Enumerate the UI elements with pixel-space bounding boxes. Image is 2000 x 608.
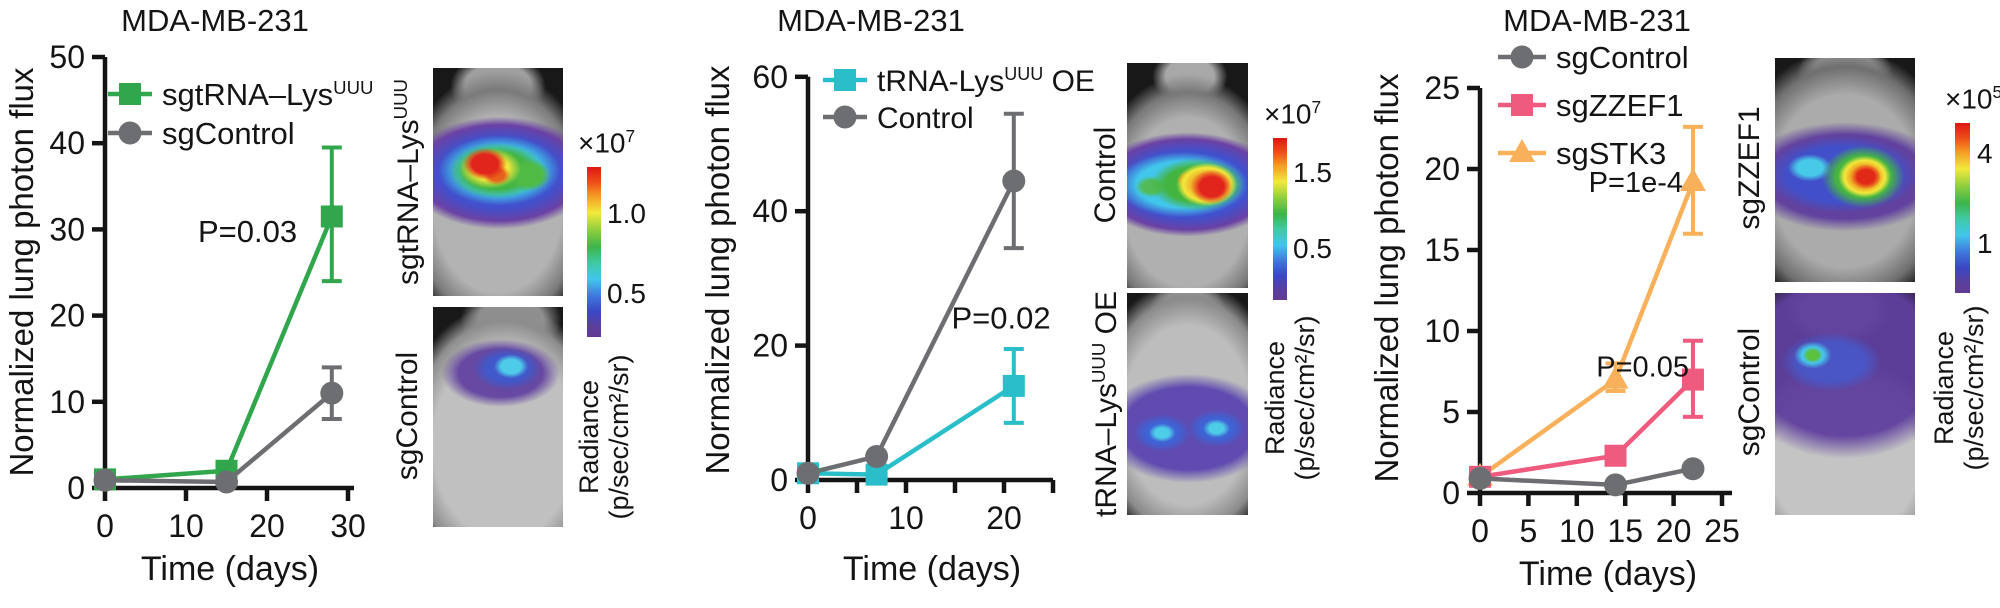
panel-sgzzef1-sgstk3: 0 5 10 15 20 25 0 5 10 15 20 25 sgControl sgZZEF1 sgST… — [1360, 0, 2000, 608]
svg-text:20: 20 — [752, 328, 788, 364]
y-axis-label: Normalized lung photon flux — [1368, 73, 1405, 483]
colorbar-exponent: ×105 — [1945, 82, 2000, 115]
panel-sgtrna-lys-knockout: 0 10 20 30 40 50 0 10 20 30 sgtRNA–LysUUU sgControl… — [0, 0, 646, 608]
chart-title: MDA-MB-231 — [777, 3, 965, 38]
chart-title: MDA-MB-231 — [121, 3, 309, 38]
svg-text:20: 20 — [986, 500, 1022, 536]
mouse-image-label-bottom: sgControl — [1733, 327, 1766, 457]
svg-text:sgtRNA–LysUUU: sgtRNA–LysUUU — [162, 77, 373, 112]
svg-text:P=0.05: P=0.05 — [1596, 352, 1689, 384]
svg-text:sgZZEF1: sgZZEF1 — [1556, 88, 1683, 123]
mouse-bioluminescence-image-top — [433, 68, 563, 296]
svg-text:0: 0 — [799, 500, 817, 536]
svg-text:0: 0 — [1471, 513, 1489, 549]
x-axis-label: Time (days) — [140, 550, 320, 588]
svg-text:0: 0 — [96, 508, 114, 544]
mouse-image-label-bottom: tRNA–LysUUU OE — [1088, 291, 1123, 517]
svg-text:P=1e-4: P=1e-4 — [1589, 167, 1683, 199]
colorbar-caption-line2: (p/sec/cm²/sr) — [1959, 305, 1989, 471]
mouse-bioluminescence-image-top — [1127, 63, 1248, 288]
colorbar-exponent: ×107 — [1264, 97, 1322, 130]
colorbar-tick-top: 1.0 — [607, 198, 646, 229]
colorbar — [1955, 123, 1970, 293]
svg-text:20: 20 — [1656, 513, 1692, 549]
x-axis-label: Time (days) — [842, 550, 1022, 588]
colorbar-caption-line1: Radiance — [573, 379, 604, 495]
mouse-bioluminescence-image-top — [1775, 58, 1915, 282]
colorbar-caption-line1: Radiance — [1928, 330, 1959, 446]
svg-text:15: 15 — [1424, 232, 1460, 268]
svg-text:40: 40 — [752, 193, 788, 229]
mouse-bioluminescence-image-bottom — [1775, 293, 1915, 515]
colorbar-tick-bottom: 0.5 — [607, 278, 646, 309]
colorbar-tick-bottom: 0.5 — [1293, 233, 1332, 264]
svg-text:5: 5 — [1442, 394, 1460, 430]
svg-text:0: 0 — [1442, 475, 1460, 511]
line-chart: 0 10 20 30 40 50 0 10 20 30 sgtRNA–LysUUU sgControl… — [49, 39, 373, 544]
colorbar-caption-line2: (p/sec/cm²/sr) — [1290, 315, 1320, 481]
svg-text:20: 20 — [49, 298, 85, 334]
mouse-image-label-top: sgZZEF1 — [1733, 106, 1766, 230]
x-axis-label: Time (days) — [1518, 555, 1698, 593]
svg-text:15: 15 — [1607, 513, 1643, 549]
panel-trna-lys-overexpression: 0 20 40 60 0 10 20 tRNA-LysUUU OE Control P=0.02 … — [640, 0, 1332, 608]
svg-text:20: 20 — [249, 508, 285, 544]
svg-text:25: 25 — [1424, 70, 1460, 106]
colorbar-tick-top: 4 — [1977, 138, 1993, 169]
svg-text:25: 25 — [1704, 513, 1740, 549]
colorbar-caption-line2: (p/sec/cm²/sr) — [604, 354, 634, 520]
line-chart: 0 20 40 60 0 10 20 tRNA-LysUUU OE Control P=0.02 — [752, 59, 1095, 536]
svg-text:10: 10 — [888, 500, 924, 536]
svg-text:Control: Control — [877, 102, 974, 135]
svg-text:tRNA-LysUUU OE: tRNA-LysUUU OE — [877, 64, 1095, 98]
colorbar — [1273, 138, 1287, 300]
svg-text:30: 30 — [330, 508, 366, 544]
svg-text:40: 40 — [49, 125, 85, 161]
svg-text:0: 0 — [770, 462, 788, 498]
svg-text:60: 60 — [752, 59, 788, 95]
mouse-image-label-top: sgtRNA–LysUUU — [390, 79, 425, 285]
colorbar-caption-line1: Radiance — [1259, 340, 1290, 456]
colorbar-caption: Radiance (p/sec/cm²/sr) — [1929, 306, 1989, 471]
colorbar-caption: Radiance (p/sec/cm²/sr) — [1260, 316, 1320, 481]
svg-text:5: 5 — [1520, 513, 1538, 549]
svg-text:sgControl: sgControl — [1556, 40, 1689, 75]
svg-text:10: 10 — [49, 384, 85, 420]
svg-text:P=0.03: P=0.03 — [198, 214, 297, 249]
mouse-bioluminescence-image-bottom — [433, 307, 563, 527]
y-axis-label: Normalized lung photon flux — [3, 67, 40, 477]
colorbar-exponent: ×107 — [578, 126, 636, 159]
svg-text:sgControl: sgControl — [162, 116, 295, 151]
mouse-bioluminescence-image-bottom — [1127, 293, 1248, 515]
svg-text:sgSTK3: sgSTK3 — [1556, 136, 1666, 171]
colorbar-tick-bottom: 1 — [1977, 228, 1993, 259]
y-axis-label: Normalized lung photon flux — [699, 65, 736, 475]
colorbar — [587, 167, 601, 337]
svg-text:10: 10 — [168, 508, 204, 544]
mouse-image-label-top: Control — [1089, 126, 1122, 224]
svg-text:10: 10 — [1559, 513, 1595, 549]
svg-text:50: 50 — [49, 39, 85, 75]
colorbar-tick-top: 1.5 — [1293, 157, 1332, 188]
svg-text:10: 10 — [1424, 313, 1460, 349]
svg-text:P=0.02: P=0.02 — [951, 301, 1050, 336]
chart-title: MDA-MB-231 — [1503, 3, 1691, 38]
mouse-image-label-bottom: sgControl — [391, 351, 424, 481]
svg-text:30: 30 — [49, 211, 85, 247]
svg-text:0: 0 — [67, 470, 85, 506]
svg-text:20: 20 — [1424, 151, 1460, 187]
colorbar-caption: Radiance (p/sec/cm²/sr) — [574, 355, 634, 520]
